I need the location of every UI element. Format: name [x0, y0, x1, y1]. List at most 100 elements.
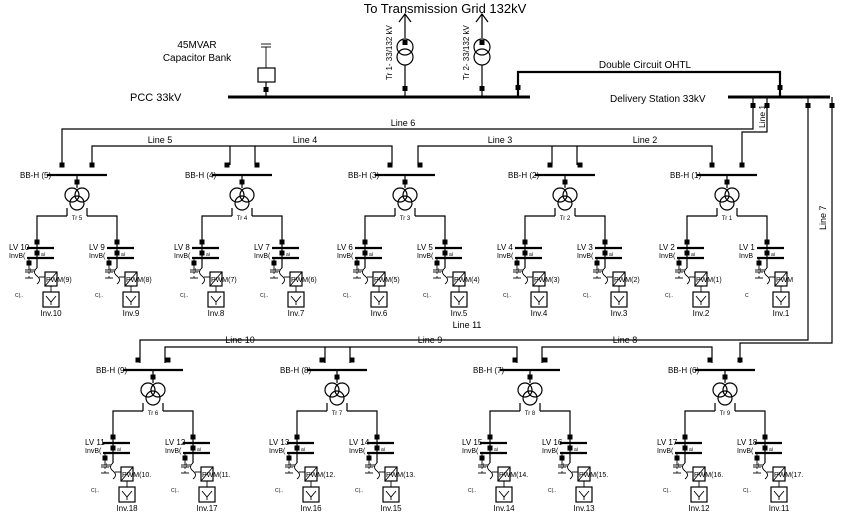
hv-bus-label: BB-H (7): [473, 366, 504, 375]
inverter-bus-label: InvB(: [659, 253, 676, 260]
line-8-label: Line 8: [613, 335, 638, 345]
generation-unit: BB-H (7)Tr 8LV 15InvB(aiC(..LcPWM(14.Inv…: [462, 357, 608, 513]
cap-label: C(..: [180, 293, 188, 299]
line-5-label: Line 5: [148, 135, 173, 145]
inverter-bus-label: InvB(: [737, 448, 754, 455]
hv-bus-label: BB-H (6): [668, 366, 699, 375]
transformer-label: Tr 8: [525, 411, 536, 417]
inverter-bus-label: InvB(: [85, 448, 102, 455]
capacitor-rating: 45MVAR: [177, 40, 216, 51]
pwm-label: PWM(11.: [202, 472, 231, 479]
svg-text:ai: ai: [529, 252, 533, 258]
hv-bus-label: BB-H (5): [20, 171, 51, 180]
pwm-label: PWM(10.: [122, 472, 151, 479]
line-7-label: Line 7: [818, 205, 828, 230]
inverter-bus-label: InvB(: [254, 253, 271, 260]
inverter-bus-label: InvB(: [657, 448, 674, 455]
lv-bus-label: LV 8: [174, 243, 190, 252]
inverter-label: Inv.13: [573, 504, 595, 513]
svg-text:ai: ai: [689, 447, 693, 453]
feeder-lines: [61, 97, 835, 363]
unit-transformer: [324, 382, 340, 398]
lv-bus-label: LV 14: [349, 438, 370, 447]
pv-array-icon: [610, 291, 628, 308]
hv-bus-label: BB-H (9): [96, 366, 127, 375]
inverter-label: Inv.17: [196, 504, 218, 513]
hv-bus-label: BB-H (8): [280, 366, 311, 375]
line-4-label: Line 4: [293, 135, 318, 145]
svg-text:ai: ai: [197, 447, 201, 453]
cap-label: C(..: [275, 488, 283, 494]
line-11-label: Line 11: [453, 320, 482, 330]
lv-bus-label: LV 2: [659, 243, 675, 252]
cap-label: C(..: [355, 488, 363, 494]
inverter-label: Inv.16: [300, 504, 322, 513]
pv-array-icon: [575, 486, 593, 503]
svg-text:Lc: Lc: [518, 268, 524, 274]
unit-transformer: [517, 382, 533, 398]
svg-text:ai: ai: [769, 447, 773, 453]
pv-array-icon: [122, 291, 140, 308]
lv-bus-label: LV 11: [85, 438, 105, 447]
svg-text:Lc: Lc: [483, 463, 489, 469]
transformer-label: Tr 5: [72, 216, 83, 222]
cap-label: C(..: [583, 293, 591, 299]
inverter-bus-label: InvB(: [462, 448, 479, 455]
line-6-label: Line 6: [391, 118, 416, 128]
inverter-label: Inv.18: [116, 504, 138, 513]
line-2-label: Line 2: [633, 135, 658, 145]
cap-label: C(..: [665, 293, 673, 299]
transformer-label: Tr 2: [560, 216, 571, 222]
inverter-label: Inv.11: [769, 504, 790, 513]
pwm-label: PWM(9): [46, 277, 72, 284]
unit-transformer: [229, 187, 245, 203]
generation-unit: BB-H (5)Tr 5LV 10InvB(aiC(..LcPWM(9)Inv.…: [9, 162, 152, 318]
svg-text:Lc: Lc: [760, 268, 766, 274]
lv-bus-label: LV 1: [739, 243, 755, 252]
hv-bus-label: BB-H (4): [185, 171, 216, 180]
svg-text:ai: ai: [41, 252, 45, 258]
svg-text:Lc: Lc: [438, 268, 444, 274]
svg-text:ai: ai: [369, 252, 373, 258]
svg-text:Lc: Lc: [195, 268, 201, 274]
pwm-label: PWM: [776, 277, 793, 284]
svg-text:Lc: Lc: [106, 463, 112, 469]
svg-text:Lc: Lc: [598, 268, 604, 274]
pwm-label: PWM(15.: [579, 472, 608, 479]
pv-array-icon: [530, 291, 548, 308]
pv-array-icon: [42, 291, 60, 308]
generation-unit: BB-H (9)Tr 6LV 11InvB(aiC(..LcPWM(10.Inv…: [85, 357, 231, 513]
transformer-label: Tr 6: [148, 411, 159, 417]
transformer-label: Tr 1: [722, 216, 733, 222]
cap-label: C(..: [343, 293, 351, 299]
svg-text:ai: ai: [121, 252, 125, 258]
capacitor-bank-symbol: [257, 43, 276, 98]
unit-transformer: [64, 187, 80, 203]
double-circuit-ohtl: [515, 70, 783, 97]
top-generation-units: BB-H (5)Tr 5LV 10InvB(aiC(..LcPWM(9)Inv.…: [9, 162, 793, 318]
inverter-bus-label: InvB(: [165, 448, 182, 455]
pcc-label: PCC 33kV: [130, 92, 182, 104]
lv-bus-label: LV 6: [337, 243, 353, 252]
svg-text:Lc: Lc: [110, 268, 116, 274]
generation-unit: BB-H (8)Tr 7LV 13InvB(aiC(..LcPWM(12.Inv…: [269, 357, 415, 513]
lv-bus-label: LV 15: [462, 438, 483, 447]
inverter-label: Inv.15: [380, 504, 402, 513]
cap-label: C(..: [171, 488, 179, 494]
svg-text:Lc: Lc: [370, 463, 376, 469]
inverter-bus-label: InvB(: [417, 253, 434, 260]
generation-unit: BB-H (2)Tr 2LV 4InvB(aiC(..LcPWM(3)Inv.4…: [497, 162, 640, 318]
main-transformer-1: [396, 38, 414, 98]
cap-label: C(..: [15, 293, 23, 299]
transformer-label: Tr 4: [237, 216, 248, 222]
pv-array-icon: [690, 486, 708, 503]
diagram-title: To Transmission Grid 132kV: [364, 1, 527, 16]
svg-text:Lc: Lc: [678, 463, 684, 469]
svg-text:ai: ai: [301, 447, 305, 453]
inverter-bus-label: InvB(: [349, 448, 366, 455]
pwm-label: PWM(1): [696, 277, 722, 284]
svg-text:Lc: Lc: [563, 463, 569, 469]
line-9-label: Line 9: [418, 335, 443, 345]
pwm-label: PWM(2): [614, 277, 640, 284]
